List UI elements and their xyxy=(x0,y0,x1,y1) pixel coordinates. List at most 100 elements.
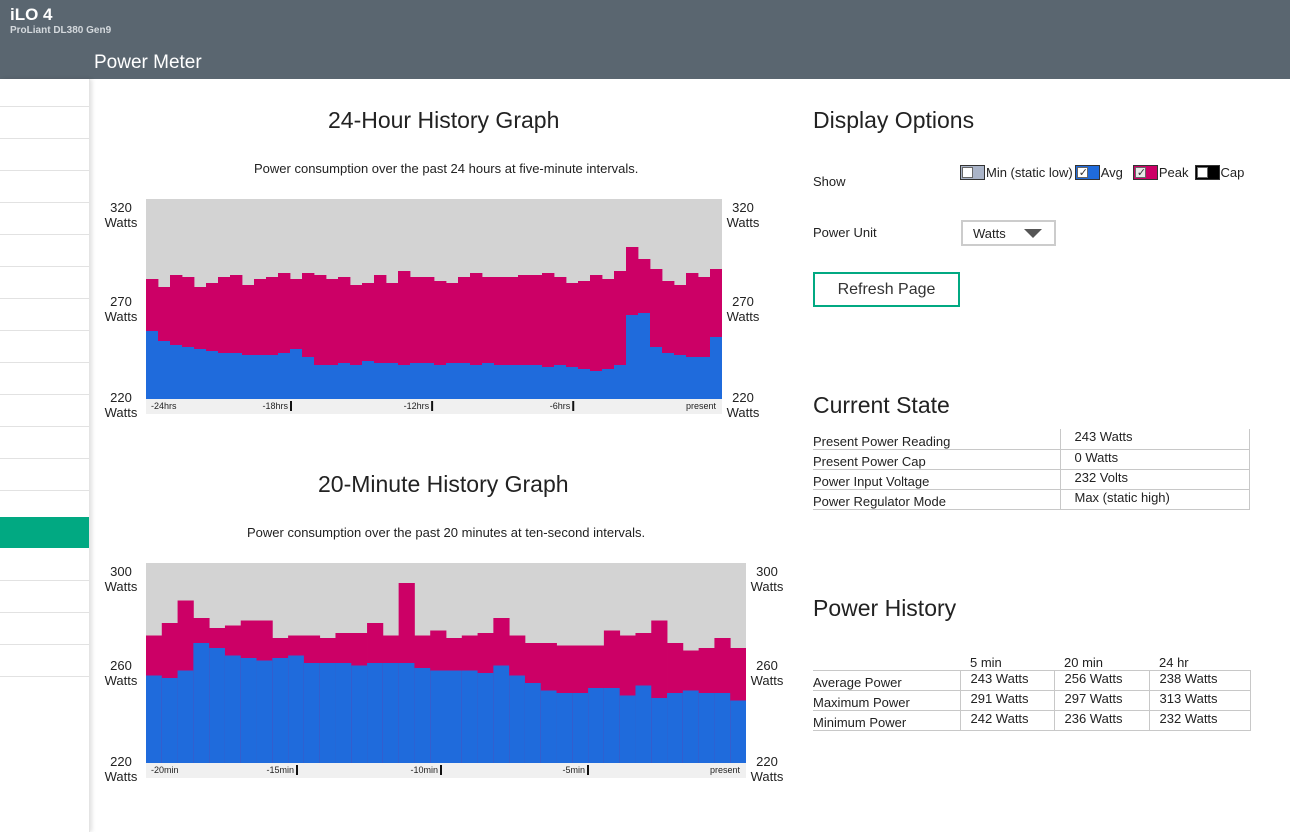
table-row: Minimum Power 242 Watts 236 Watts 232 Wa… xyxy=(813,710,1251,731)
page-title: Power Meter xyxy=(94,52,202,73)
cell: 232 Watts xyxy=(1148,710,1251,731)
sidebar-item[interactable] xyxy=(0,299,89,331)
table-row: Average Power 243 Watts 256 Watts 238 Wa… xyxy=(813,670,1251,691)
avg-bar xyxy=(482,363,495,399)
cell: 297 Watts xyxy=(1053,690,1149,711)
min-checkbox[interactable] xyxy=(960,164,985,180)
legend-min[interactable]: Min (static low) xyxy=(960,164,1073,180)
avg-bar xyxy=(146,331,159,399)
row-value: Max (static high) xyxy=(1059,489,1250,510)
legend-peak[interactable]: ✓ Peak xyxy=(1132,164,1193,180)
avg-bar xyxy=(242,355,255,399)
avg-checkbox[interactable]: ✓ xyxy=(1074,164,1100,180)
x-tick-label: -15min xyxy=(266,765,294,775)
x-tick-mark xyxy=(440,765,442,775)
x-tick-label: -5min xyxy=(562,765,585,775)
avg-bar xyxy=(494,365,507,399)
avg-bar xyxy=(170,345,183,399)
sidebar-item-power-active[interactable] xyxy=(0,517,89,548)
avg-bar xyxy=(710,337,722,399)
avg-bar xyxy=(240,658,257,763)
row-value: 0 Watts xyxy=(1059,449,1250,470)
avg-bar xyxy=(288,655,305,763)
avg-bar xyxy=(398,365,411,399)
avg-bar xyxy=(650,347,663,399)
avg-bar xyxy=(374,363,387,399)
server-model: ProLiant DL380 Gen9 xyxy=(10,25,112,36)
sidebar-item[interactable] xyxy=(0,459,89,491)
legend-avg[interactable]: ✓ Avg xyxy=(1074,164,1131,180)
graph24-y-bot-right: 220 Watts xyxy=(726,390,760,420)
avg-bar xyxy=(614,365,627,399)
sidebar-item[interactable] xyxy=(0,139,89,171)
sidebar-item[interactable] xyxy=(0,581,89,613)
avg-bar xyxy=(530,365,543,399)
legend-cap[interactable]: Cap xyxy=(1194,164,1245,180)
avg-bar xyxy=(461,670,478,763)
refresh-page-button[interactable]: Refresh Page xyxy=(813,272,960,307)
x-tick-label: present xyxy=(686,401,717,411)
avg-bar xyxy=(730,700,746,763)
sidebar-item[interactable] xyxy=(0,363,89,395)
x-axis-strip xyxy=(146,763,746,778)
table-row: Power Regulator Mode Max (static high) xyxy=(813,489,1250,510)
cell: 238 Watts xyxy=(1148,670,1251,691)
sidebar-item[interactable] xyxy=(0,203,89,235)
sidebar-item[interactable] xyxy=(0,395,89,427)
avg-bar xyxy=(206,351,219,399)
avg-bar xyxy=(158,341,171,399)
avg-bar xyxy=(410,363,423,399)
row-value: 232 Volts xyxy=(1059,469,1250,490)
avg-bar xyxy=(572,693,589,763)
sidebar-item[interactable] xyxy=(0,235,89,267)
row-label: Maximum Power xyxy=(813,690,960,711)
sidebar-item[interactable] xyxy=(0,427,89,459)
x-tick-mark xyxy=(572,401,575,411)
graph24-y-top-left: 320 Watts xyxy=(104,200,138,230)
sidebar-item[interactable] xyxy=(0,549,89,581)
current-state-table: Present Power Reading 243 Watts Present … xyxy=(813,429,1250,510)
avg-bar xyxy=(414,668,431,763)
avg-bar xyxy=(256,660,273,763)
legend-min-label: Min (static low) xyxy=(986,164,1073,180)
peak-checkbox[interactable]: ✓ xyxy=(1132,164,1158,180)
table-row: Maximum Power 291 Watts 297 Watts 313 Wa… xyxy=(813,690,1251,711)
sidebar-item[interactable] xyxy=(0,331,89,363)
avg-bar xyxy=(566,367,579,399)
row-label: Power Input Voltage xyxy=(813,469,1060,490)
sidebar-item[interactable] xyxy=(0,613,89,645)
avg-bar xyxy=(458,363,471,399)
column-header: 5 min xyxy=(970,654,1002,670)
power-unit-value: Watts xyxy=(973,226,1006,241)
avg-bar xyxy=(626,315,639,399)
avg-bar xyxy=(518,365,531,399)
sidebar-item[interactable] xyxy=(0,645,89,677)
legend-cap-label: Cap xyxy=(1220,164,1245,180)
sidebar-item[interactable] xyxy=(0,171,89,203)
cell: 256 Watts xyxy=(1053,670,1149,691)
sidebar-item[interactable] xyxy=(0,107,89,139)
avg-bar xyxy=(662,353,675,399)
graph20-y-top-left: 300 Watts xyxy=(104,564,138,594)
avg-bar xyxy=(194,349,207,399)
avg-bar xyxy=(698,357,711,399)
sidebar-item[interactable] xyxy=(0,75,89,107)
x-tick-label: -24hrs xyxy=(151,401,177,411)
power-unit-select[interactable]: Watts xyxy=(961,220,1056,246)
avg-bar xyxy=(303,663,321,763)
sidebar-item[interactable] xyxy=(0,267,89,299)
graph20-y-bot-left: 220 Watts xyxy=(104,754,138,784)
row-value: 243 Watts xyxy=(1059,429,1250,450)
cap-checkbox[interactable] xyxy=(1194,164,1220,180)
avg-bar xyxy=(290,349,303,399)
x-tick-label: -12hrs xyxy=(404,401,430,411)
avg-bar xyxy=(602,369,615,399)
avg-bar xyxy=(635,685,652,763)
graph24-y-top-right: 320 Watts xyxy=(726,200,760,230)
avg-bar xyxy=(382,663,400,763)
avg-bar xyxy=(230,353,243,399)
row-label: Average Power xyxy=(813,670,960,691)
avg-bar xyxy=(674,355,687,399)
cell: 313 Watts xyxy=(1148,690,1251,711)
avg-bar xyxy=(556,693,573,763)
